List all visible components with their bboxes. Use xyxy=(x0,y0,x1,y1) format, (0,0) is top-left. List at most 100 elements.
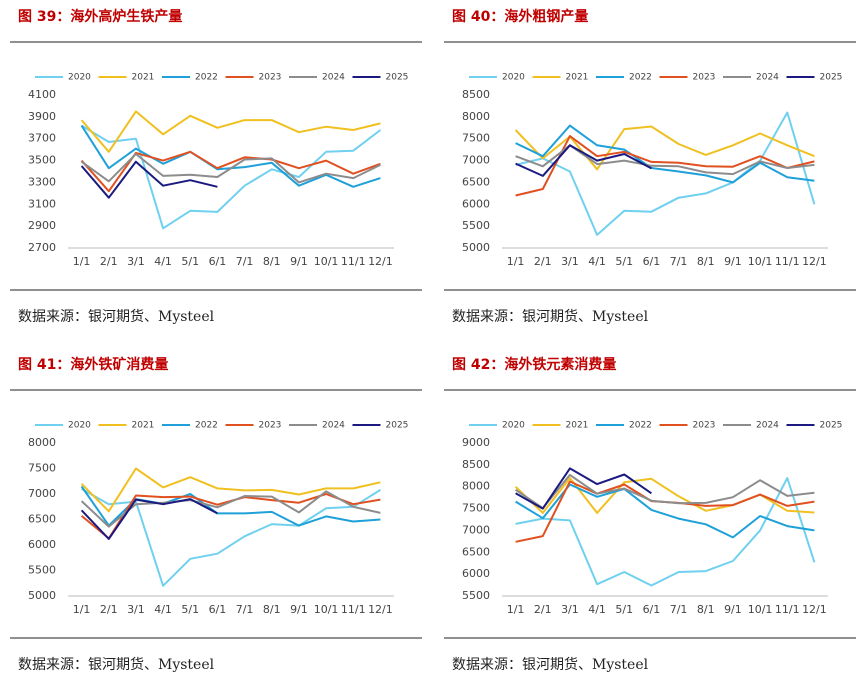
y-tick-label: 4100 xyxy=(28,88,56,101)
x-tick-label: 11/1 xyxy=(341,603,366,616)
chart-title: 图 39：海外高炉生铁产量 xyxy=(18,8,182,25)
x-tick-label: 11/1 xyxy=(341,255,366,268)
legend-label: 2021 xyxy=(566,73,589,83)
y-tick-label: 5000 xyxy=(28,589,56,602)
x-tick-label: 2/1 xyxy=(534,255,552,268)
x-tick-label: 8/1 xyxy=(263,603,281,616)
legend-label: 2023 xyxy=(693,73,716,83)
series-line xyxy=(515,124,815,184)
y-tick-label: 6000 xyxy=(462,197,490,210)
x-tick-label: 12/1 xyxy=(802,603,827,616)
series-line xyxy=(515,111,816,236)
source: 数据来源：银河期货、Mysteel xyxy=(18,656,215,673)
x-tick-label: 4/1 xyxy=(154,603,172,616)
y-tick-label: 9000 xyxy=(462,436,490,449)
legend-label: 2023 xyxy=(693,421,716,431)
chart-title: 图 40：海外粗钢产量 xyxy=(452,8,588,25)
series-line xyxy=(80,498,218,540)
y-tick-label: 5500 xyxy=(462,589,490,602)
legend-label: 2024 xyxy=(756,421,779,431)
y-tick-label: 5000 xyxy=(462,241,490,254)
series-line xyxy=(515,144,652,177)
y-tick-label: 6000 xyxy=(28,538,56,551)
x-tick-label: 6/1 xyxy=(643,603,661,616)
x-tick-label: 7/1 xyxy=(670,255,688,268)
series-line xyxy=(515,473,815,510)
series-line xyxy=(80,160,218,199)
series-line xyxy=(80,490,381,528)
series-line xyxy=(80,467,381,513)
legend-label: 2025 xyxy=(386,421,409,431)
x-tick-label: 4/1 xyxy=(588,255,606,268)
x-tick-label: 12/1 xyxy=(802,255,827,268)
x-tick-label: 4/1 xyxy=(588,603,606,616)
y-tick-label: 2900 xyxy=(28,219,56,232)
source: 数据来源：银河期货、Mysteel xyxy=(452,656,649,673)
x-tick-label: 10/1 xyxy=(314,255,339,268)
y-tick-label: 7500 xyxy=(28,462,56,475)
x-tick-label: 3/1 xyxy=(127,603,145,616)
x-tick-label: 9/1 xyxy=(290,603,308,616)
x-tick-label: 3/1 xyxy=(127,255,145,268)
x-tick-label: 2/1 xyxy=(100,603,118,616)
y-tick-label: 5500 xyxy=(28,564,56,577)
x-tick-label: 12/1 xyxy=(368,255,393,268)
legend-label: 2023 xyxy=(259,73,282,83)
y-tick-label: 2700 xyxy=(28,241,56,254)
legend-label: 2021 xyxy=(132,421,155,431)
legend-label: 2020 xyxy=(502,421,525,431)
y-tick-label: 8500 xyxy=(462,458,490,471)
x-tick-label: 10/1 xyxy=(748,255,773,268)
x-tick-label: 7/1 xyxy=(236,603,254,616)
y-tick-label: 7500 xyxy=(462,502,490,515)
x-tick-label: 8/1 xyxy=(263,255,281,268)
x-tick-label: 2/1 xyxy=(100,255,118,268)
legend-label: 2024 xyxy=(756,73,779,83)
series-line xyxy=(515,144,815,176)
x-tick-label: 11/1 xyxy=(775,603,800,616)
x-tick-label: 5/1 xyxy=(181,603,199,616)
y-tick-label: 8000 xyxy=(462,480,490,493)
legend-label: 2024 xyxy=(322,421,345,431)
y-tick-label: 3700 xyxy=(28,132,56,145)
x-tick-label: 1/1 xyxy=(73,603,91,616)
x-tick-label: 7/1 xyxy=(670,603,688,616)
x-tick-label: 11/1 xyxy=(775,255,800,268)
legend-label: 2020 xyxy=(68,421,91,431)
legend-label: 2020 xyxy=(68,73,91,83)
x-tick-label: 6/1 xyxy=(209,603,227,616)
series-line xyxy=(81,488,381,587)
series-line xyxy=(81,124,382,230)
series-line xyxy=(80,125,381,188)
x-tick-label: 2/1 xyxy=(534,603,552,616)
series-line xyxy=(515,135,815,197)
y-tick-label: 8000 xyxy=(462,110,490,123)
x-tick-label: 6/1 xyxy=(209,255,227,268)
x-tick-label: 8/1 xyxy=(697,603,715,616)
x-tick-label: 1/1 xyxy=(507,603,525,616)
source: 数据来源：银河期货、Mysteel xyxy=(452,308,649,325)
legend-label: 2022 xyxy=(629,421,652,431)
y-tick-label: 3300 xyxy=(28,175,56,188)
legend-label: 2025 xyxy=(820,73,843,83)
legend-label: 2024 xyxy=(322,73,345,83)
series-line xyxy=(80,110,381,153)
series-line xyxy=(515,477,816,587)
x-tick-label: 5/1 xyxy=(615,603,633,616)
y-tick-label: 7000 xyxy=(462,523,490,536)
y-tick-label: 3500 xyxy=(28,154,56,167)
legend-label: 2022 xyxy=(195,73,218,83)
x-tick-label: 12/1 xyxy=(368,603,393,616)
x-tick-label: 5/1 xyxy=(615,255,633,268)
y-tick-label: 3100 xyxy=(28,197,56,210)
series-line xyxy=(80,150,381,193)
x-tick-label: 9/1 xyxy=(724,603,742,616)
legend-label: 2020 xyxy=(502,73,525,83)
x-tick-label: 7/1 xyxy=(236,255,254,268)
chart-title: 图 42：海外铁元素消费量 xyxy=(452,356,616,373)
source: 数据来源：银河期货、Mysteel xyxy=(18,308,215,325)
chart-title: 图 41：海外铁矿消费量 xyxy=(18,356,168,373)
x-tick-label: 9/1 xyxy=(724,255,742,268)
y-tick-label: 8000 xyxy=(28,436,56,449)
